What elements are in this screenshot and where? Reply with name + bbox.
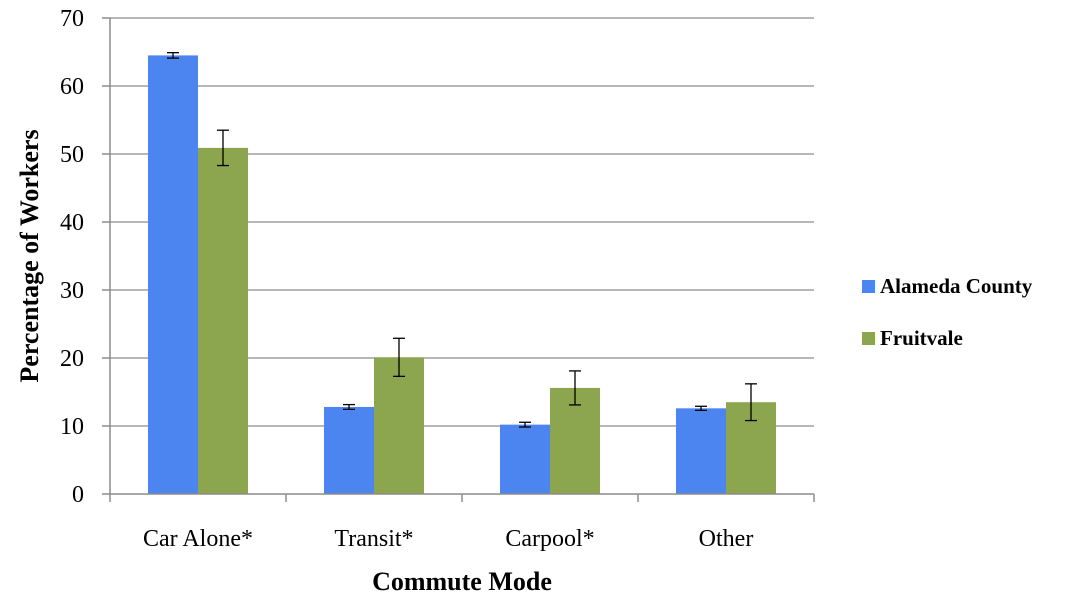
y-tick-label: 30 xyxy=(60,278,84,304)
y-tick-label: 50 xyxy=(60,142,84,168)
error-bars xyxy=(167,52,757,428)
bar-fruitvale xyxy=(374,357,424,494)
y-axis-title: Percentage of Workers xyxy=(15,129,44,382)
legend-swatch xyxy=(862,280,875,293)
x-tick-label: Transit* xyxy=(334,526,413,552)
x-tick-labels: Car Alone* Transit* Carpool* Other xyxy=(143,526,753,552)
y-tick-label: 20 xyxy=(60,346,84,372)
y-tick-label: 40 xyxy=(60,210,84,236)
y-tick-label: 60 xyxy=(60,74,84,100)
y-tick-label: 10 xyxy=(60,414,84,440)
x-tick-label: Other xyxy=(699,526,754,552)
legend-swatch xyxy=(862,332,875,345)
y-tick-label: 0 xyxy=(72,482,84,508)
bar-alameda-county xyxy=(148,55,198,495)
legend-label: Alameda County xyxy=(880,274,1033,298)
y-tick-label: 70 xyxy=(60,6,84,32)
bar-fruitvale xyxy=(550,387,600,494)
x-tick-label: Carpool* xyxy=(505,526,594,552)
bars xyxy=(148,55,776,495)
bar-alameda-county xyxy=(324,406,374,494)
bar-alameda-county xyxy=(500,424,550,494)
legend: Alameda County Fruitvale xyxy=(862,274,1033,350)
x-axis-title: Commute Mode xyxy=(372,567,552,596)
legend-label: Fruitvale xyxy=(880,326,963,350)
bar-alameda-county xyxy=(676,408,726,494)
y-tick-labels: 0 10 20 30 40 50 60 70 xyxy=(60,6,84,508)
x-tick-label: Car Alone* xyxy=(143,526,253,552)
axes xyxy=(102,17,815,502)
bar-fruitvale xyxy=(198,147,248,494)
